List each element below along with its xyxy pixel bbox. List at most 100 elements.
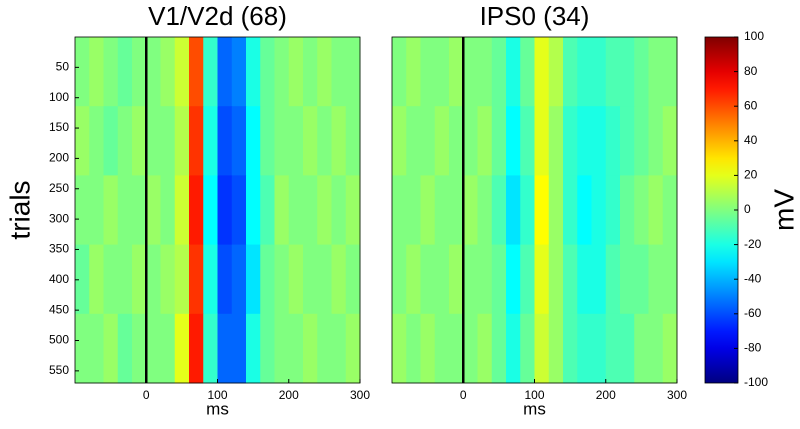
heatmap-cell: [331, 313, 347, 384]
heatmap-cell: [406, 106, 421, 176]
heatmap-cell: [520, 244, 535, 315]
heatmap-cell: [174, 175, 190, 246]
heatmap-cell: [434, 313, 450, 384]
heatmap-cell: [288, 37, 304, 107]
heatmap-cell: [620, 175, 635, 246]
y-tick-label: 250: [49, 181, 69, 195]
heatmap-cell: [345, 244, 361, 315]
heatmap-cell: [103, 175, 119, 246]
heatmap-cell: [634, 175, 649, 246]
heatmap-cell: [506, 244, 521, 315]
heatmap-cell: [331, 175, 347, 246]
y-axis-label: trials: [4, 180, 35, 239]
heatmap-cell: [189, 175, 204, 246]
heatmap-cell: [534, 37, 550, 107]
heatmap-cell: [420, 244, 436, 315]
heatmap-cell: [520, 37, 535, 107]
heatmap-cell: [217, 37, 233, 107]
heatmap-cell: [317, 37, 332, 107]
heatmap-cell: [620, 106, 635, 176]
heatmap-cell: [103, 106, 119, 176]
heatmap-cell: [577, 106, 592, 176]
heatmap-cell: [89, 313, 104, 384]
heatmap-cell: [231, 244, 247, 315]
y-tick-label: 200: [49, 151, 69, 165]
heatmap-cell: [260, 244, 275, 315]
heatmap-cell: [260, 313, 275, 384]
heatmap-cell: [303, 313, 318, 384]
heatmap-cell: [189, 106, 204, 176]
colorbar-label: mV: [768, 189, 799, 231]
heatmap-cell: [174, 37, 190, 107]
heatmap-cell: [477, 313, 493, 384]
heatmap-cell: [331, 37, 347, 107]
heatmap-cell: [231, 175, 247, 246]
x-tick-label: 0: [143, 388, 150, 402]
heatmap-cell: [317, 244, 332, 315]
heatmap-cell: [491, 106, 507, 176]
heatmap-cell: [75, 244, 90, 315]
heatmap-cell: [648, 106, 664, 176]
heatmap-cell: [274, 244, 290, 315]
heatmap-cell: [520, 106, 535, 176]
heatmap-cell: [548, 313, 564, 384]
heatmap-cell: [563, 106, 578, 176]
heatmap-cell: [132, 313, 147, 384]
heatmap-cell: [345, 37, 361, 107]
colorbar-tick-label: -20: [744, 237, 762, 251]
heatmap-cell: [103, 244, 119, 315]
heatmap-cell: [345, 106, 361, 176]
heatmap-cell: [563, 37, 578, 107]
heatmap-cell: [563, 244, 578, 315]
heatmap-cell: [662, 106, 678, 176]
heatmap-cell: [260, 106, 275, 176]
heatmap-cell: [548, 106, 564, 176]
heatmap-cell: [477, 106, 493, 176]
heatmap-cell: [420, 313, 436, 384]
heatmap-cell: [662, 313, 678, 384]
x-tick-label: 300: [667, 388, 687, 402]
heatmap-cell: [345, 313, 361, 384]
heatmap-cell: [463, 175, 478, 246]
heatmap-cell: [605, 37, 621, 107]
heatmap-cell: [577, 175, 592, 246]
heatmap-cell: [189, 313, 204, 384]
heatmap-cell: [203, 175, 218, 246]
heatmap-cell: [160, 37, 176, 107]
heatmap-cell: [303, 175, 318, 246]
heatmap-cell: [477, 175, 493, 246]
heatmap-cell: [345, 175, 361, 246]
heatmap-cell: [591, 313, 607, 384]
heatmap-cell: [75, 313, 90, 384]
heatmap-cell: [406, 37, 421, 107]
y-tick-label: 500: [49, 333, 69, 347]
heatmap-cell: [75, 175, 90, 246]
colorbar-tick-label: 20: [744, 168, 758, 182]
heatmap-cell: [449, 244, 464, 315]
heatmap-cell: [392, 244, 407, 315]
heatmap-cell: [317, 175, 332, 246]
heatmap-cell: [274, 37, 290, 107]
colorbar-tick-label: 0: [744, 202, 751, 216]
heatmap-cell: [117, 37, 133, 107]
heatmap-cell: [146, 313, 161, 384]
heatmap-cell: [620, 244, 635, 315]
heatmap-cell: [577, 244, 592, 315]
heatmap-cell: [449, 313, 464, 384]
heatmap-cell: [534, 175, 550, 246]
heatmap-cell: [132, 244, 147, 315]
colorbar-tick-label: -40: [744, 271, 762, 285]
heatmap-cell: [331, 106, 347, 176]
colorbar-tick-label: 60: [744, 98, 758, 112]
heatmap-cell: [146, 106, 161, 176]
heatmap-cell: [406, 244, 421, 315]
heatmap-cell: [146, 244, 161, 315]
heatmap-cell: [662, 244, 678, 315]
heatmap-cell: [577, 313, 592, 384]
heatmap-cell: [303, 106, 318, 176]
heatmap-cell: [288, 106, 304, 176]
heatmap-cell: [189, 244, 204, 315]
heatmap-cell: [420, 106, 436, 176]
heatmap-cell: [406, 313, 421, 384]
heatmap-cell: [103, 37, 119, 107]
